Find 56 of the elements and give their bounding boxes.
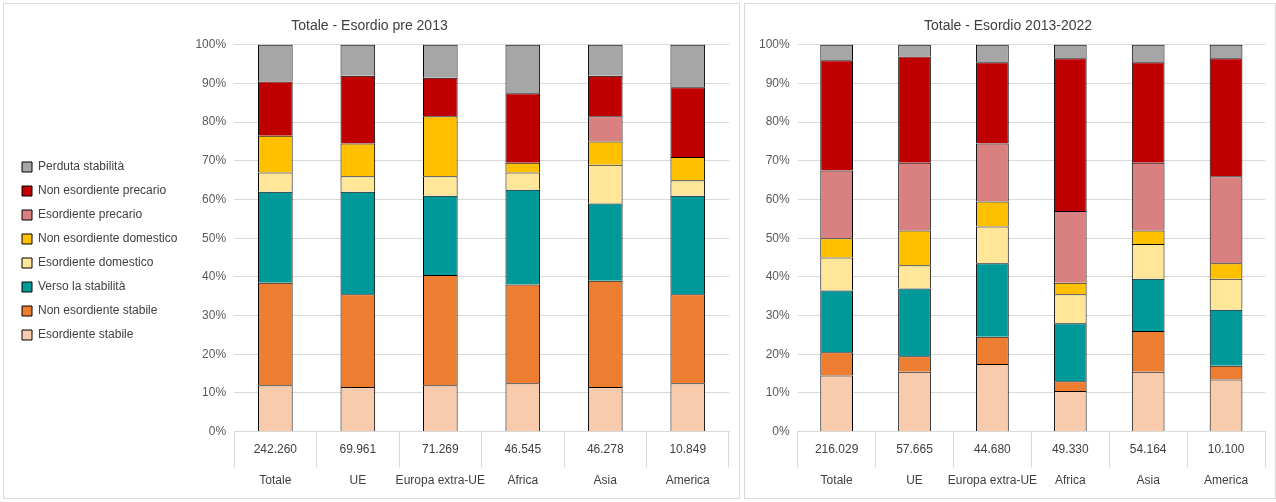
y-tick-label: 80% (765, 114, 791, 129)
x-tick-label: Africa (1054, 473, 1086, 488)
y-tick-label: 20% (202, 346, 227, 361)
text: 69.961 (339, 441, 377, 456)
chart-title: Totale - Esordio pre 2013 (291, 17, 448, 34)
y-tick-label: 90% (202, 75, 227, 90)
y-tick-label: 60% (202, 191, 227, 206)
y-tick-label: 10% (202, 385, 227, 400)
y-tick-label: 70% (765, 153, 791, 168)
x-tick-label: UE (349, 473, 367, 488)
y-tick-label: 40% (202, 269, 227, 284)
x-tick-label: Totale (820, 473, 853, 488)
y-tick-label: 50% (202, 230, 227, 245)
legend-label: Verso la stabilità (38, 279, 126, 294)
y-tick-label: 30% (202, 307, 227, 322)
legend-label: Esordiente domestico (38, 255, 154, 270)
legend-label: Non esordiente precario (38, 183, 167, 198)
y-tick-label: 30% (765, 307, 791, 322)
x-tick-label: Africa (507, 473, 539, 488)
legend-label: Perduta stabilità (38, 159, 125, 174)
legend-label: Esordiente stabile (38, 327, 134, 342)
text: 10.849 (669, 441, 707, 456)
y-tick-label: 20% (765, 346, 791, 361)
x-tick-label: America (1204, 473, 1249, 488)
x-tick-label: Europa extra-UE (395, 473, 485, 488)
y-tick-label: 90% (765, 75, 791, 90)
x-tick-label: Asia (1136, 473, 1161, 488)
x-tick-label: Europa extra-UE (947, 473, 1038, 488)
y-tick-label: 100% (758, 37, 791, 52)
y-tick-label: 80% (202, 114, 227, 129)
y-tick-label: 70% (202, 153, 227, 168)
x-tick-label: Asia (593, 473, 618, 488)
text: 54.164 (1129, 441, 1167, 456)
text: 46.545 (504, 441, 542, 456)
text: 71.269 (421, 441, 459, 456)
legend-label: Esordiente precario (38, 207, 143, 222)
chart-title: Totale - Esordio 2013-2022 (923, 17, 1093, 34)
text: 57.665 (896, 441, 934, 456)
text: 10.100 (1207, 441, 1245, 456)
x-tick-label: UE (906, 473, 923, 488)
y-tick-label: 100% (195, 37, 227, 52)
text: 46.278 (586, 441, 624, 456)
text: 242.260 (253, 441, 298, 456)
x-tick-label: America (665, 473, 711, 488)
y-tick-label: 0% (208, 423, 227, 438)
y-tick-label: 50% (765, 230, 791, 245)
legend-label: Non esordiente stabile (38, 303, 158, 318)
text: 44.680 (974, 441, 1012, 456)
y-tick-label: 10% (765, 385, 791, 400)
y-tick-label: 40% (765, 269, 791, 284)
text: 49.330 (1051, 441, 1089, 456)
y-tick-label: 0% (772, 423, 791, 438)
text: 216.029 (814, 441, 859, 456)
x-tick-label: Totale (259, 473, 292, 488)
y-tick-label: 60% (765, 191, 791, 206)
legend-label: Non esordiente domestico (38, 231, 178, 246)
